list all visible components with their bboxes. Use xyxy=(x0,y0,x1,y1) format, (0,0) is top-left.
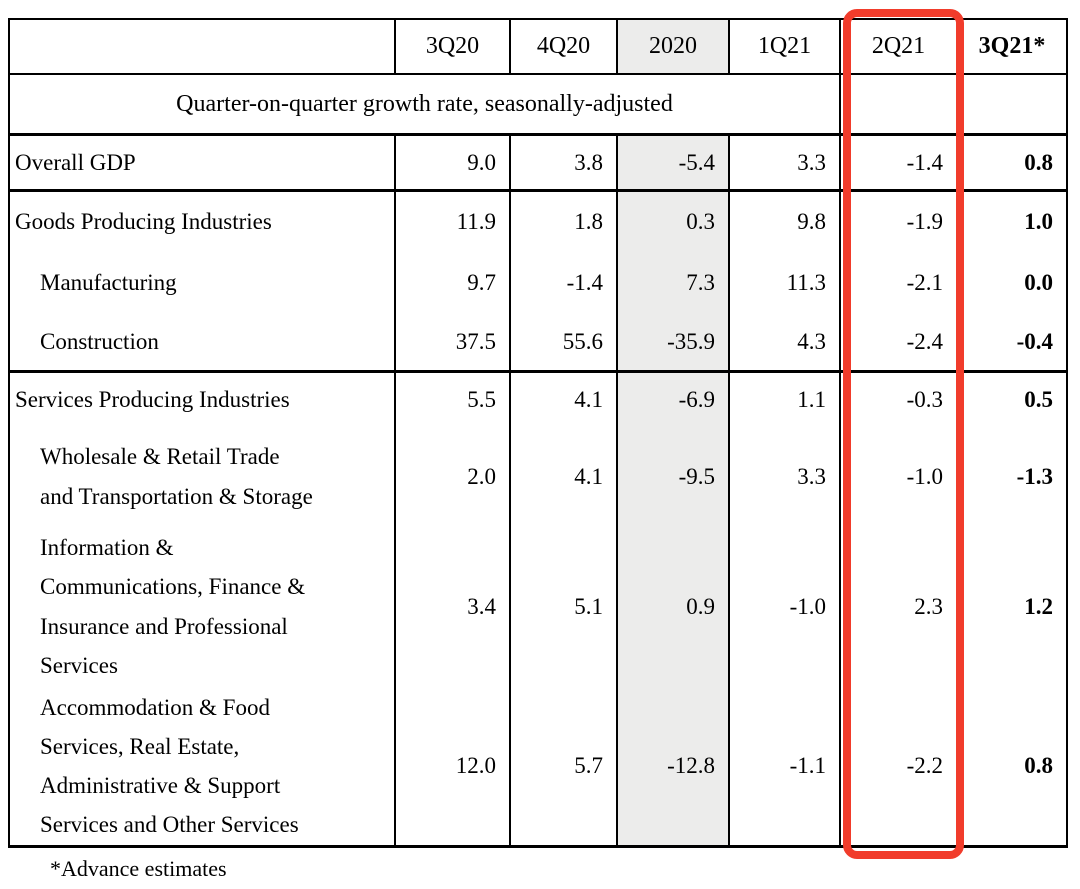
value-cell: 11.3 xyxy=(728,251,840,314)
value-cell: 5.5 xyxy=(394,371,510,427)
value-cell: -5.4 xyxy=(616,134,729,192)
value-cell: -0.3 xyxy=(839,371,957,427)
col-header-2020: 2020 xyxy=(616,19,729,75)
table-row-info-comms-finance: Information & Communications, Finance & … xyxy=(9,526,1067,687)
row-label: Overall GDP xyxy=(9,134,395,192)
table-subheader-row: Quarter-on-quarter growth rate, seasonal… xyxy=(9,74,1067,136)
value-cell: 0.0 xyxy=(956,251,1067,314)
value-cell: -1.1 xyxy=(728,686,840,847)
value-cell: 0.3 xyxy=(616,190,729,252)
value-cell: 3.4 xyxy=(394,526,510,687)
value-cell: 9.0 xyxy=(394,134,510,192)
table-row-wholesale-retail-transport: Wholesale & Retail Trade and Transportat… xyxy=(9,426,1067,527)
col-header-3q21: 3Q21* xyxy=(956,19,1067,75)
value-cell: 9.8 xyxy=(728,190,840,252)
table-row-overall-gdp: Overall GDP 9.0 3.8 -5.4 3.3 -1.4 0.8 xyxy=(9,134,1067,192)
value-cell: 2.0 xyxy=(394,426,510,527)
value-cell: 1.1 xyxy=(728,371,840,427)
value-cell: 12.0 xyxy=(394,686,510,847)
value-cell: 2.3 xyxy=(839,526,957,687)
table-row-manufacturing: Manufacturing 9.7 -1.4 7.3 11.3 -2.1 0.0 xyxy=(9,251,1067,314)
value-cell: 0.8 xyxy=(956,134,1067,192)
value-cell: 4.3 xyxy=(728,313,840,373)
value-cell: -1.4 xyxy=(509,251,617,314)
value-cell: 1.0 xyxy=(956,190,1067,252)
value-cell: 4.1 xyxy=(509,371,617,427)
value-cell: 5.7 xyxy=(509,686,617,847)
row-label: Accommodation & Food Services, Real Esta… xyxy=(40,694,299,837)
value-cell: 1.2 xyxy=(956,526,1067,687)
value-cell: -1.0 xyxy=(728,526,840,687)
table-header-row: 3Q20 4Q20 2020 1Q21 2Q21 3Q21* xyxy=(9,19,1067,75)
corner-empty-cell xyxy=(9,19,395,75)
value-cell: 0.8 xyxy=(956,686,1067,847)
row-label: Information & Communications, Finance & … xyxy=(40,535,306,678)
col-header-2q21: 2Q21 xyxy=(839,19,957,75)
value-cell: -1.9 xyxy=(839,190,957,252)
subheader-empty-2q21 xyxy=(839,74,957,136)
col-header-1q21: 1Q21 xyxy=(728,19,840,75)
value-cell: 1.8 xyxy=(509,190,617,252)
table-row-accommodation-food-other: Accommodation & Food Services, Real Esta… xyxy=(9,686,1067,847)
col-header-3q20: 3Q20 xyxy=(394,19,510,75)
value-cell: -9.5 xyxy=(616,426,729,527)
value-cell: -6.9 xyxy=(616,371,729,427)
value-cell: 0.5 xyxy=(956,371,1067,427)
col-header-4q20: 4Q20 xyxy=(509,19,617,75)
row-label: Manufacturing xyxy=(40,269,177,295)
row-label: Goods Producing Industries xyxy=(15,209,272,235)
value-cell: 3.3 xyxy=(728,426,840,527)
value-cell: 9.7 xyxy=(394,251,510,314)
value-cell: -2.1 xyxy=(839,251,957,314)
value-cell: 55.6 xyxy=(509,313,617,373)
subheader-caption: Quarter-on-quarter growth rate, seasonal… xyxy=(9,74,840,136)
row-label: Wholesale & Retail Trade and Transportat… xyxy=(40,444,313,509)
value-cell: -2.4 xyxy=(839,313,957,373)
value-cell: 0.9 xyxy=(616,526,729,687)
value-cell: -1.0 xyxy=(839,426,957,527)
value-cell: 7.3 xyxy=(616,251,729,314)
value-cell: -35.9 xyxy=(616,313,729,373)
value-cell: 5.1 xyxy=(509,526,617,687)
value-cell: -2.2 xyxy=(839,686,957,847)
row-label: Services Producing Industries xyxy=(15,387,290,413)
gdp-growth-table: 3Q20 4Q20 2020 1Q21 2Q21 3Q21* Quarter-o… xyxy=(8,18,1068,848)
value-cell: 11.9 xyxy=(394,190,510,252)
row-label: Construction xyxy=(9,313,395,373)
value-cell: 37.5 xyxy=(394,313,510,373)
subheader-empty-3q21 xyxy=(956,74,1067,136)
table-row-goods-producing: Goods Producing Industries 11.9 1.8 0.3 … xyxy=(9,190,1067,252)
value-cell: 4.1 xyxy=(509,426,617,527)
value-cell: -1.4 xyxy=(839,134,957,192)
value-cell: -0.4 xyxy=(956,313,1067,373)
value-cell: 3.8 xyxy=(509,134,617,192)
table-row-services-producing: Services Producing Industries 5.5 4.1 -6… xyxy=(9,371,1067,427)
value-cell: 3.3 xyxy=(728,134,840,192)
table-row-construction: Construction 37.5 55.6 -35.9 4.3 -2.4 -0… xyxy=(9,313,1067,373)
value-cell: -1.3 xyxy=(956,426,1067,527)
advance-estimates-footnote: *Advance estimates xyxy=(50,856,227,881)
value-cell: -12.8 xyxy=(616,686,729,847)
